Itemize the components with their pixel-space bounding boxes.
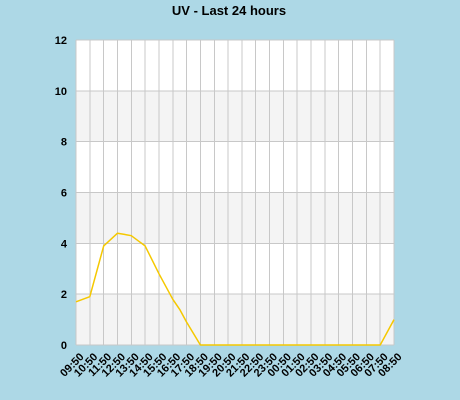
plot-band: [76, 294, 394, 345]
y-tick-label: 2: [61, 289, 67, 301]
plot-band: [76, 243, 394, 295]
y-tick-label: 10: [55, 86, 67, 98]
plot-bands: [76, 40, 394, 345]
y-tick-label: 0: [61, 340, 67, 352]
y-tick-label: 6: [61, 188, 67, 200]
series-layer: [75, 232, 395, 346]
plot-band: [76, 40, 394, 91]
plot-band: [76, 141, 394, 193]
grid-lines: [75, 39, 395, 346]
y-tick-label: 4: [61, 238, 68, 250]
y-tick-label: 12: [55, 35, 67, 47]
chart-title: UV - Last 24 hours: [172, 3, 286, 18]
y-axis-ticks: 0 2 4 6 8 10 12: [55, 35, 68, 352]
uv-series-line: [75, 232, 395, 346]
x-axis-ticks: 09:5010:5011:5012:5013:5014:5015:5016:50…: [58, 351, 404, 379]
y-tick-label: 8: [61, 137, 67, 149]
plot-band: [76, 90, 394, 142]
plot-band: [76, 192, 394, 244]
